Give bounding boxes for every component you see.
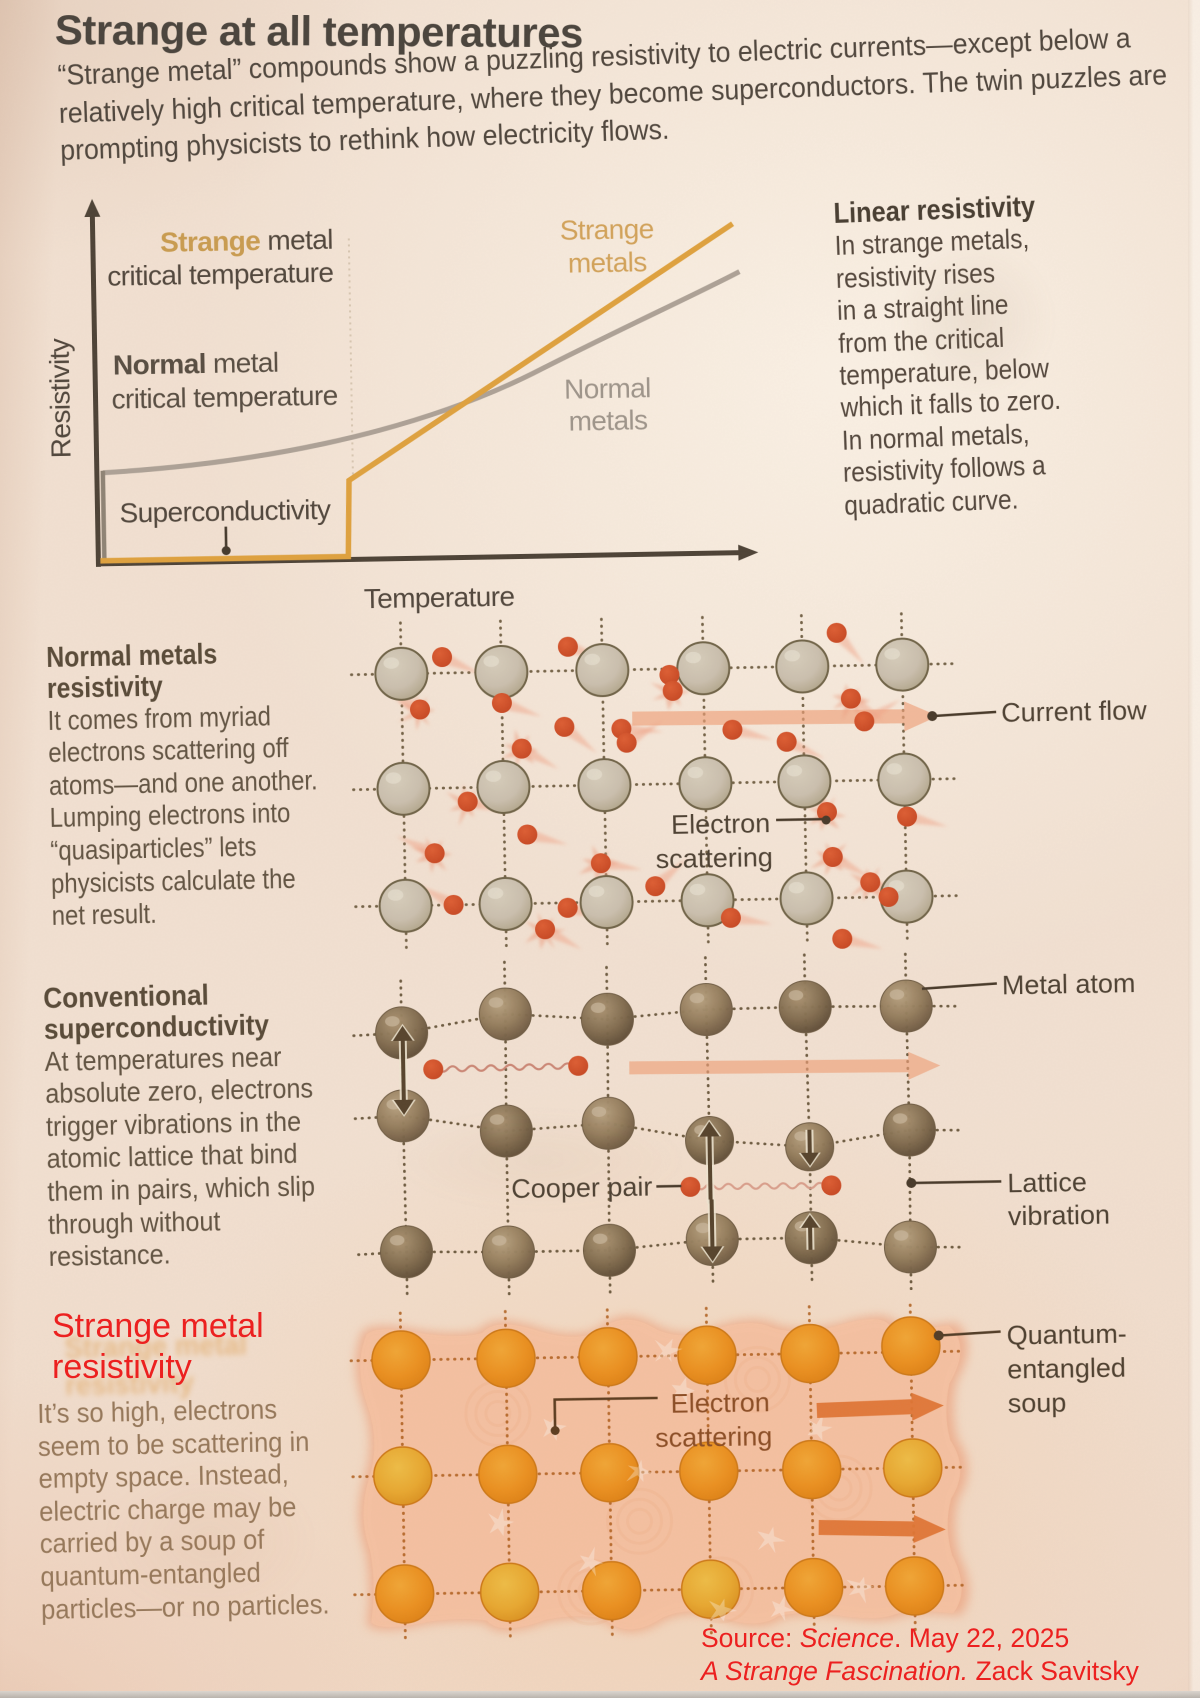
svg-text:Quantum-: Quantum- [1006,1319,1127,1351]
svg-text:Normal: Normal [564,372,651,405]
svg-text:Electron: Electron [671,808,771,840]
svg-text:critical temperature: critical temperature [111,380,338,415]
svg-text:metals: metals [568,246,647,278]
svg-text:Strange metal: Strange metal [160,224,333,258]
svg-text:Lattice: Lattice [1007,1167,1087,1198]
svg-text:critical temperature: critical temperature [107,257,334,292]
svg-text:Current flow: Current flow [1001,695,1148,728]
svg-text:entangled: entangled [1007,1353,1126,1385]
svg-text:metals: metals [568,404,647,436]
svg-text:scattering: scattering [655,1421,773,1453]
svg-text:vibration: vibration [1008,1200,1111,1232]
svg-text:Metal atom: Metal atom [1002,968,1136,1000]
svg-text:Resistivity: Resistivity [43,338,76,459]
svg-text:Normal metal: Normal metal [113,347,279,381]
svg-text:Strange: Strange [559,213,653,246]
svg-text:scattering: scattering [655,842,773,874]
svg-text:Superconductivity: Superconductivity [119,494,331,529]
svg-text:soup: soup [1008,1388,1067,1419]
svg-text:Electron: Electron [670,1387,770,1419]
